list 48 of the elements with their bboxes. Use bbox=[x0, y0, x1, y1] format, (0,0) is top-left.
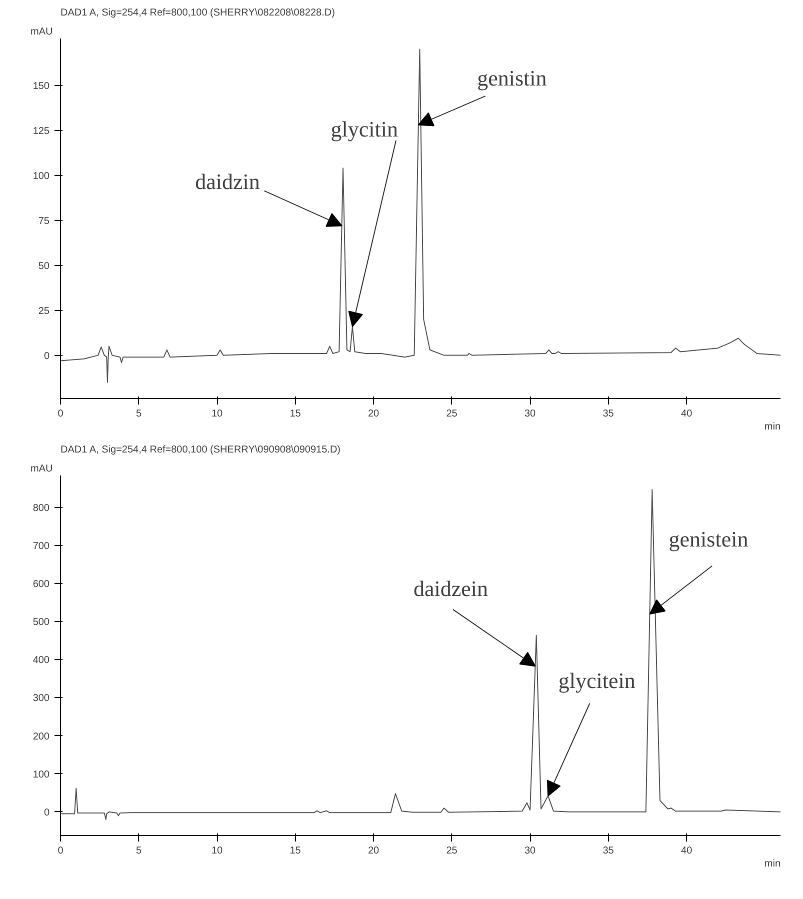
y-tick-label: 400 bbox=[32, 655, 50, 666]
y-tick-label: 100 bbox=[32, 170, 50, 182]
x-tick-label: 30 bbox=[524, 408, 536, 420]
x-tick-label: 35 bbox=[602, 408, 614, 420]
x-axis-title: min bbox=[764, 422, 781, 432]
annotation: daidzein bbox=[413, 576, 488, 602]
x-tick-label: 40 bbox=[681, 846, 693, 856]
y-tick-label: 25 bbox=[38, 306, 50, 317]
x-tick-label: 40 bbox=[681, 408, 693, 420]
chart-title: DAD1 A, Sig=254,4 Ref=800,100 (SHERRY\090908\090915.D) bbox=[60, 444, 340, 456]
y-tick-label: 50 bbox=[38, 260, 50, 272]
y-tick-label: 200 bbox=[32, 731, 50, 742]
chart-title: DAD1 A, Sig=254,4 Ref=800,100 (SHERRY\082208\08228.D) bbox=[60, 8, 335, 18]
x-tick-label: 15 bbox=[290, 408, 302, 420]
annotation: daidzin bbox=[195, 168, 260, 194]
x-axis-title: min bbox=[764, 858, 781, 870]
y-tick-label: 150 bbox=[32, 80, 50, 92]
y-tick-label: 500 bbox=[32, 617, 50, 628]
line-series bbox=[60, 489, 780, 820]
annotation: genistein bbox=[668, 526, 748, 552]
x-tick-label: 20 bbox=[368, 408, 380, 420]
x-tick-label: 5 bbox=[136, 846, 142, 856]
y-tick-label: 0 bbox=[44, 807, 50, 818]
x-tick-label: 35 bbox=[602, 846, 614, 856]
x-tick-label: 15 bbox=[290, 846, 302, 856]
x-tick-label: 10 bbox=[211, 846, 224, 856]
y-axis-title: mAU bbox=[30, 464, 53, 474]
x-tick-label: 5 bbox=[136, 408, 142, 420]
x-tick-label: 0 bbox=[58, 408, 64, 420]
x-tick-label: 0 bbox=[58, 846, 64, 856]
annotation: genistin bbox=[477, 66, 547, 91]
x-tick-label: 10 bbox=[211, 408, 224, 420]
y-tick-label: 100 bbox=[32, 769, 50, 780]
y-tick-label: 0 bbox=[44, 350, 50, 362]
y-tick-label: 700 bbox=[32, 541, 50, 552]
line-series bbox=[60, 48, 780, 383]
x-tick-label: 25 bbox=[446, 408, 458, 420]
y-tick-label: 800 bbox=[32, 502, 50, 514]
annotation: glycitin bbox=[330, 116, 398, 142]
y-tick-label: 75 bbox=[38, 216, 50, 227]
x-tick-label: 30 bbox=[524, 846, 536, 856]
y-tick-label: 300 bbox=[32, 693, 50, 704]
y-axis-title: mAU bbox=[30, 26, 53, 38]
y-tick-label: 600 bbox=[32, 579, 50, 590]
x-tick-label: 25 bbox=[446, 846, 458, 856]
x-tick-label: 20 bbox=[368, 846, 380, 856]
y-tick-label: 125 bbox=[32, 126, 50, 137]
annotation: glycitein bbox=[558, 668, 636, 694]
